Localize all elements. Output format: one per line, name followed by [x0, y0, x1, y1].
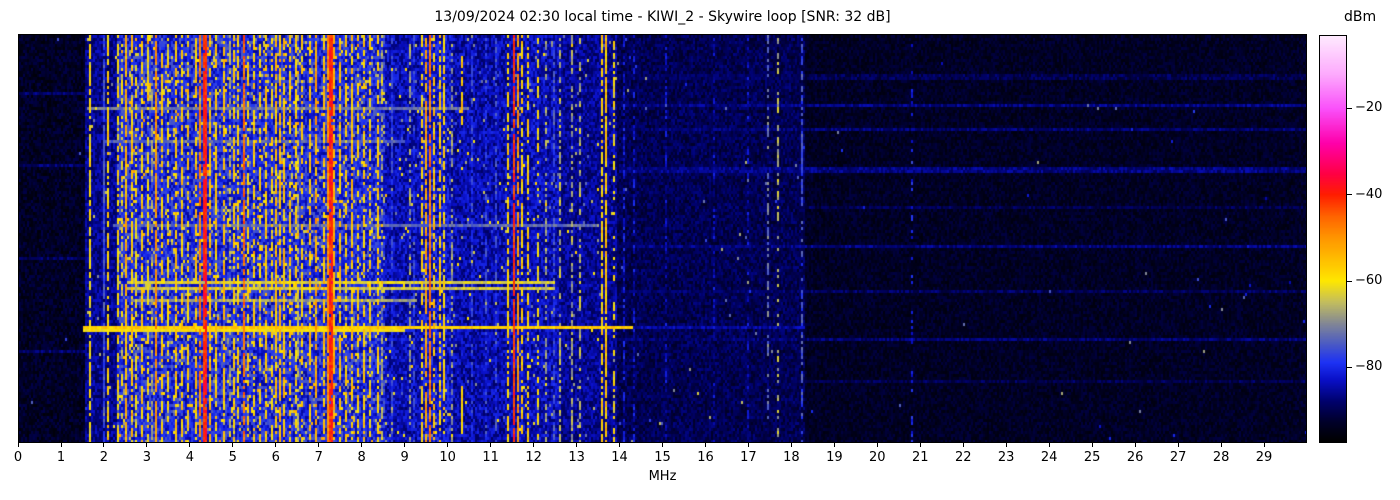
x-axis-tick-mark: [103, 443, 105, 447]
x-axis-tick-mark: [318, 443, 320, 447]
x-axis-tick-mark: [17, 443, 19, 447]
colorbar-tick-mark: [1347, 366, 1352, 368]
x-axis-tick-mark: [662, 443, 663, 447]
x-axis-tick-label: 15: [654, 450, 671, 465]
x-axis-tick-label: 23: [997, 450, 1015, 465]
x-axis-tick-mark: [1263, 443, 1265, 447]
x-axis-label: MHz: [648, 469, 677, 484]
x-axis-tick-label: 11: [482, 450, 499, 465]
plot-area: [18, 34, 1307, 443]
x-axis-tick-label: 19: [826, 450, 843, 465]
x-axis-tick-mark: [1220, 443, 1222, 447]
x-axis-tick-label: 25: [1083, 450, 1101, 465]
colorbar-unit-label: dBm: [1344, 9, 1377, 25]
colorbar-tick-mark: [1347, 107, 1352, 109]
x-axis-tick-label: 14: [611, 450, 628, 465]
x-axis-tick-label: 27: [1169, 450, 1187, 465]
x-axis-tick-label: 18: [783, 450, 800, 465]
x-axis-tick-mark: [705, 443, 706, 447]
x-axis-tick-label: 28: [1212, 450, 1230, 465]
x-axis-tick-label: 13: [568, 450, 585, 465]
colorbar-tick-mark: [1347, 280, 1352, 282]
x-axis-tick-label: 21: [912, 450, 929, 465]
x-axis-tick-mark: [490, 443, 492, 447]
x-axis-tick-mark: [747, 443, 749, 447]
x-axis-tick-label: 1: [56, 450, 66, 465]
x-axis-tick-label: 8: [357, 450, 366, 465]
x-axis-tick-mark: [361, 443, 363, 447]
x-axis-tick-mark: [833, 443, 835, 447]
x-axis-tick-mark: [533, 443, 535, 447]
x-axis-tick-mark: [919, 443, 921, 447]
x-axis-tick-label: 9: [400, 450, 409, 465]
x-axis-tick-label: 7: [314, 450, 323, 465]
x-axis-tick-label: 3: [142, 450, 152, 465]
x-axis-tick-label: 10: [439, 450, 456, 465]
x-axis-tick-label: 22: [955, 450, 972, 465]
x-axis-tick-mark: [962, 443, 964, 447]
x-axis-tick-mark: [189, 443, 191, 447]
x-axis-tick-mark: [146, 443, 148, 447]
x-axis-tick-mark: [1048, 443, 1050, 447]
x-axis-tick-label: 6: [271, 450, 280, 465]
x-axis-tick-label: 24: [1040, 450, 1058, 465]
x-axis-tick-mark: [619, 443, 620, 447]
colorbar-tick-label: −60: [1355, 273, 1383, 289]
x-axis-tick-label: 12: [525, 450, 542, 465]
x-axis-tick-mark: [876, 443, 878, 447]
colorbar-tick-label: −40: [1355, 186, 1383, 202]
x-axis-tick-mark: [275, 443, 277, 447]
x-axis-tick-mark: [60, 443, 62, 447]
colorbar-tick-mark: [1347, 194, 1352, 196]
x-axis-tick-mark: [1091, 443, 1093, 447]
x-axis-tick-mark: [404, 443, 406, 447]
colorbar-canvas: [1320, 36, 1346, 442]
x-axis-tick-label: 26: [1126, 450, 1144, 465]
colorbar: [1319, 35, 1347, 443]
x-axis-tick-label: 5: [228, 450, 237, 465]
x-axis-tick-label: 16: [697, 450, 714, 465]
x-axis-tick-mark: [1134, 443, 1136, 447]
x-axis-tick-label: 0: [13, 450, 23, 465]
x-axis-tick-label: 4: [185, 450, 195, 465]
x-axis-tick-mark: [576, 443, 578, 447]
x-axis-tick-mark: [790, 443, 792, 447]
colorbar-tick-label: −80: [1355, 359, 1383, 375]
x-axis-tick-label: 17: [740, 450, 757, 465]
x-axis-tick-mark: [1005, 443, 1007, 447]
spectrogram-canvas: [19, 35, 1306, 442]
x-axis-tick-mark: [232, 443, 234, 447]
colorbar-tick-label: −20: [1355, 100, 1383, 116]
x-axis-tick-label: 2: [99, 450, 109, 465]
x-axis-tick-mark: [1177, 443, 1179, 447]
x-axis-tick-label: 20: [869, 450, 886, 465]
plot-title: 13/09/2024 02:30 local time - KIWI_2 - S…: [434, 9, 891, 25]
x-axis-tick-label: 29: [1255, 450, 1273, 465]
x-axis-tick-mark: [447, 443, 449, 447]
